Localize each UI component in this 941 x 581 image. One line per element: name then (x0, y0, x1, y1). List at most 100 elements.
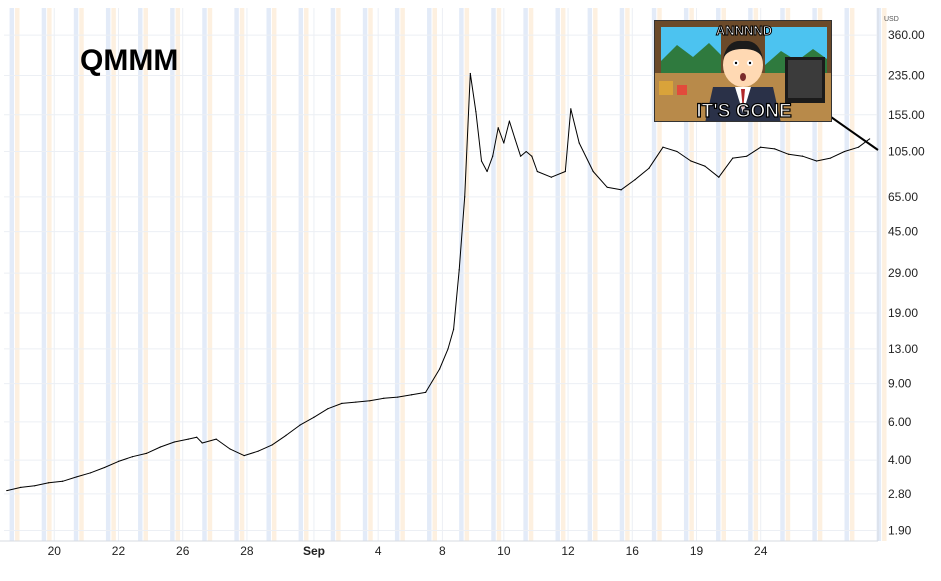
y-tick-label: 105.00 (888, 145, 925, 159)
x-tick-label: 24 (754, 544, 768, 558)
session-band (143, 8, 148, 541)
session-band (207, 8, 213, 541)
meme-pointer-line (830, 116, 879, 151)
price-line (6, 73, 870, 492)
price-point (469, 72, 471, 75)
session-band (427, 8, 432, 541)
x-tick-label: 4 (375, 544, 382, 558)
price-point (425, 391, 427, 393)
session-band (266, 8, 271, 541)
session-band (464, 8, 470, 541)
session-band (239, 8, 245, 541)
y-tick-label: 235.00 (888, 68, 925, 82)
price-point (117, 460, 120, 462)
session-band (15, 8, 20, 541)
x-axis-ticks: 20 22 26 28 Sep 4 8 10 12 16 19 24 (48, 544, 768, 558)
y-tick-label: 2.80 (888, 487, 912, 501)
price-point (857, 146, 860, 148)
price-point (662, 146, 664, 148)
price-point (285, 434, 287, 437)
session-band (657, 8, 662, 541)
price-point (788, 153, 790, 155)
x-tick-label: 10 (497, 544, 511, 558)
session-band (716, 8, 721, 541)
y-tick-label: 1.90 (888, 523, 912, 537)
x-tick-label: 12 (561, 544, 575, 558)
price-point (486, 170, 488, 173)
session-band (721, 8, 726, 541)
price-point (187, 438, 189, 440)
price-point (447, 348, 449, 350)
price-point (48, 482, 50, 484)
price-series (6, 72, 871, 492)
meme-bottom-text: IT'S GONE (696, 101, 791, 122)
price-point (452, 328, 455, 330)
price-point (299, 424, 301, 426)
session-band (523, 8, 528, 541)
price-point (458, 269, 460, 271)
session-band (234, 8, 239, 541)
price-point (802, 155, 804, 157)
session-band (41, 8, 47, 541)
chart-title: QMMM (80, 44, 178, 77)
session-band (271, 8, 277, 541)
price-point (145, 452, 148, 454)
session-band (812, 8, 817, 541)
session-band (298, 8, 304, 541)
price-point (20, 486, 22, 488)
price-point (439, 368, 441, 370)
session-band (362, 8, 368, 541)
y-axis-ticks: 360.00 235.00 155.00 105.00 65.00 45.00 29.00 1… (888, 28, 925, 537)
session-band (336, 8, 341, 541)
price-point (869, 138, 871, 140)
price-point (718, 176, 720, 178)
session-band (753, 8, 759, 541)
session-band (491, 8, 496, 541)
price-point (271, 444, 273, 446)
x-tick-label: 16 (626, 544, 640, 558)
session-band (432, 8, 437, 541)
session-band (138, 8, 143, 541)
price-point (34, 485, 36, 487)
price-point (327, 408, 329, 410)
session-band (79, 8, 84, 541)
price-point (570, 108, 572, 110)
price-point (592, 170, 594, 173)
session-band (330, 8, 336, 541)
x-tick-label: 28 (240, 544, 254, 558)
session-band (593, 8, 598, 541)
x-tick-label: Sep (303, 544, 325, 558)
price-point (774, 148, 776, 150)
price-point (525, 150, 527, 153)
session-band (689, 8, 694, 541)
x-tick-label: 8 (439, 544, 446, 558)
session-band (170, 8, 175, 541)
price-point (578, 142, 580, 144)
session-band (748, 8, 753, 541)
price-point (746, 155, 748, 157)
price-point (480, 160, 483, 162)
price-point (815, 160, 818, 162)
price-point (829, 157, 832, 159)
session-band (619, 8, 625, 541)
x-tick-label: 20 (48, 544, 62, 558)
price-point (383, 397, 385, 399)
session-band (47, 8, 52, 541)
session-band (560, 8, 566, 541)
price-point (508, 120, 511, 122)
price-point (369, 400, 371, 402)
price-point (201, 442, 203, 444)
y-tick-label: 360.00 (888, 28, 925, 42)
price-point (531, 155, 533, 157)
price-point (341, 402, 343, 404)
session-band (496, 8, 502, 541)
price-point (676, 150, 678, 153)
price-point (550, 176, 552, 178)
price-point (62, 480, 64, 482)
price-point (6, 489, 8, 492)
session-band (683, 8, 689, 541)
session-band (528, 8, 534, 541)
price-point (843, 150, 846, 153)
session-band (555, 8, 560, 541)
